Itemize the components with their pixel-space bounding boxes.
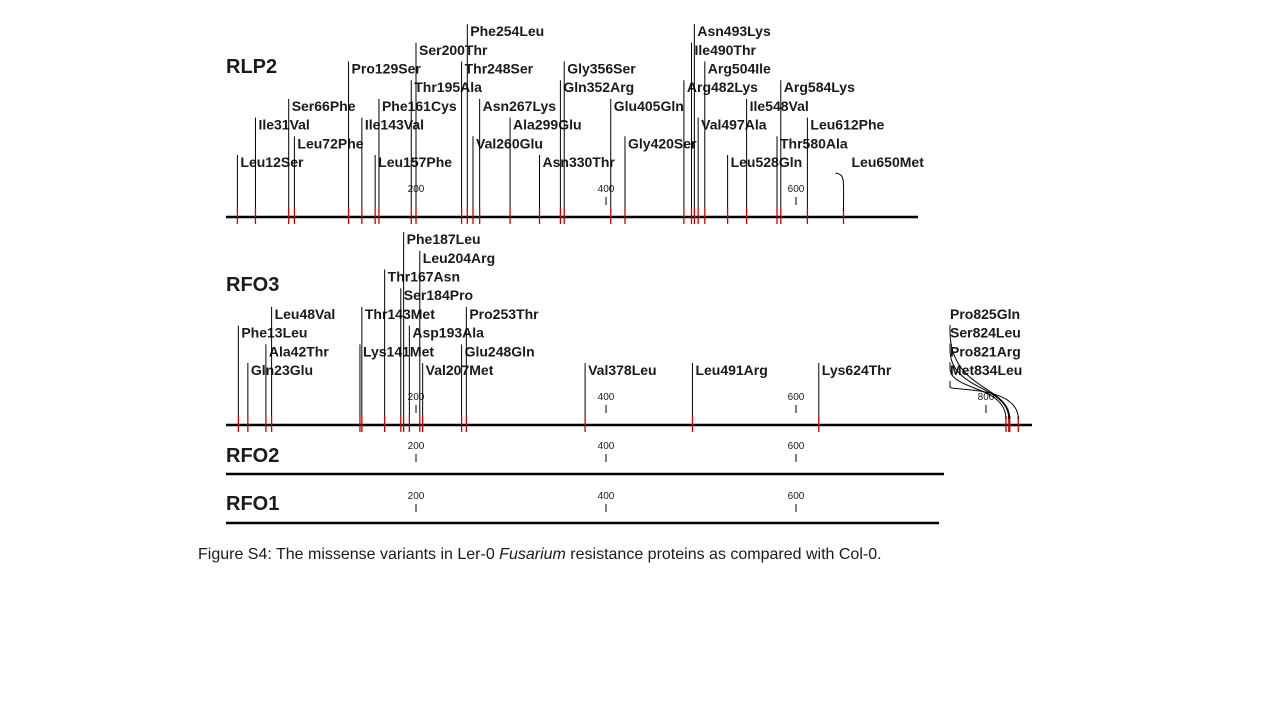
mutation-label: Asp193Ala	[412, 325, 484, 341]
caption-prefix: Figure S4: The missense variants in Ler-…	[198, 546, 500, 563]
mutation-label: Leu491Arg	[695, 362, 767, 378]
mutation-label: Thr580Ala	[780, 135, 848, 151]
rfo2-label: RFO2	[226, 445, 279, 467]
mutation-label: Leu650Met	[852, 154, 925, 170]
rfo3-label: RFO3	[226, 274, 279, 296]
mutation-label: Leu12Ser	[240, 154, 304, 170]
mutation-label: Lys141Met	[363, 343, 434, 359]
mutation-label: Gly420Ser	[628, 135, 697, 151]
mutation-label: Val378Leu	[588, 362, 657, 378]
rfo1-track: RFO1 200 400 600	[226, 491, 939, 525]
mutation-label: Asn330Thr	[543, 154, 616, 170]
mutation-label: Ile490Thr	[695, 42, 757, 58]
mutation-label: Phe13Leu	[241, 325, 307, 341]
mutation-label: Arg504Ile	[708, 61, 771, 77]
rlp2-tick-label: 600	[788, 184, 805, 195]
mutation-label: Ser200Thr	[419, 42, 488, 58]
mutation-label: Pro825Gln	[950, 306, 1020, 322]
rfo3-tick-label: 400	[598, 392, 615, 403]
mutation-label: Lys624Thr	[822, 362, 892, 378]
mutation-leader-curve	[949, 343, 1010, 420]
mutation-label: Ile548Val	[750, 98, 809, 114]
rfo1-tick-label: 200	[408, 491, 425, 502]
mutation-label: Ser184Pro	[404, 287, 473, 303]
mutation-label: Pro129Ser	[352, 61, 422, 77]
rfo3-annotations: 200 400 600 800 Phe13Leu Gln23Glu Ala42Thr Leu4…	[226, 231, 1032, 432]
mutation-label: Val207Met	[426, 362, 494, 378]
mutation-label: Leu48Val	[275, 306, 336, 322]
mutation-label: Ser824Leu	[950, 325, 1021, 341]
rlp2-track: RLP2 200 400 600Leu12SerIle31ValSer66PheLe…	[226, 23, 924, 224]
mutation-label: Asn493Lys	[697, 23, 771, 39]
mutation-label: Phe254Leu	[470, 23, 544, 39]
mutation-label: Arg584Lys	[784, 79, 855, 95]
mutation-label: Gly356Ser	[567, 61, 636, 77]
mutation-label: Thr248Ser	[465, 61, 534, 77]
rfo2-tick-label: 600	[788, 441, 805, 452]
rfo1-tick-label: 400	[598, 491, 615, 502]
mutation-label: Pro253Thr	[469, 306, 539, 322]
mutation-label: Met834Leu	[950, 362, 1022, 378]
mutation-label: Leu157Phe	[378, 154, 452, 170]
mutation-leader-curve	[949, 362, 1007, 420]
mutation-label: Val497Ala	[701, 117, 767, 133]
rlp2-annotations: 200 400 600Leu12SerIle31ValSer66PheLeu72Ph…	[226, 23, 924, 224]
mutation-label: Ala299Glu	[513, 117, 581, 133]
mutation-label: Leu528Gln	[731, 154, 803, 170]
mutation-label: Phe187Leu	[407, 231, 481, 247]
mutation-label: Glu405Gln	[614, 98, 684, 114]
mutation-label: Ser66Phe	[292, 98, 356, 114]
rfo3-tick-label: 200	[408, 392, 425, 403]
mutation-label: Ala42Thr	[269, 343, 329, 359]
mutation-label: Thr167Asn	[388, 269, 460, 285]
mutation-label: Glu248Gln	[465, 343, 535, 359]
mutation-leader-curve	[835, 172, 845, 212]
mutation-label: Gln352Arg	[563, 79, 634, 95]
rfo3-track: RFO3 200 400 600 800 Phe13Leu Gln23Glu Ala42Th…	[226, 231, 1032, 432]
mutation-leader-curve	[949, 324, 1011, 420]
rfo3-tick-label: 800	[978, 392, 995, 403]
mutation-label: Thr195Ala	[414, 79, 482, 95]
rfo1-annotations: 200 400 600	[226, 491, 939, 525]
rfo2-tick-label: 200	[408, 441, 425, 452]
mutation-label: Leu72Phe	[297, 135, 363, 151]
figure-caption: Figure S4: The missense variants in Ler-…	[198, 546, 882, 564]
rfo2-tick-label: 400	[598, 441, 615, 452]
caption-italic: Fusarium	[499, 546, 566, 563]
mutation-label: Asn267Lys	[483, 98, 557, 114]
mutation-label: Ile31Val	[258, 117, 309, 133]
rfo1-label: RFO1	[226, 493, 279, 515]
rfo1-tick-label: 600	[788, 491, 805, 502]
mutation-label: Leu612Phe	[810, 117, 884, 133]
mutation-label: Ile143Val	[365, 117, 424, 133]
mutation-label: Pro821Arg	[950, 343, 1021, 359]
mutation-label: Val260Glu	[476, 135, 543, 151]
caption-suffix: resistance proteins as compared with Col…	[565, 546, 882, 563]
mutation-label: Arg482Lys	[687, 79, 758, 95]
mutation-label: Leu204Arg	[423, 250, 495, 266]
rlp2-tick-label: 400	[598, 184, 615, 195]
mutation-label: Phe161Cys	[382, 98, 457, 114]
rfo2-track: RFO2 200 400 600	[226, 441, 944, 476]
rlp2-label: RLP2	[226, 56, 277, 78]
mutation-label: Thr143Met	[365, 306, 435, 322]
rfo2-annotations: 200 400 600	[226, 441, 944, 476]
mutation-leader-curve	[949, 381, 1019, 420]
mutation-label: Gln23Glu	[251, 362, 313, 378]
rfo3-tick-label: 600	[788, 392, 805, 403]
